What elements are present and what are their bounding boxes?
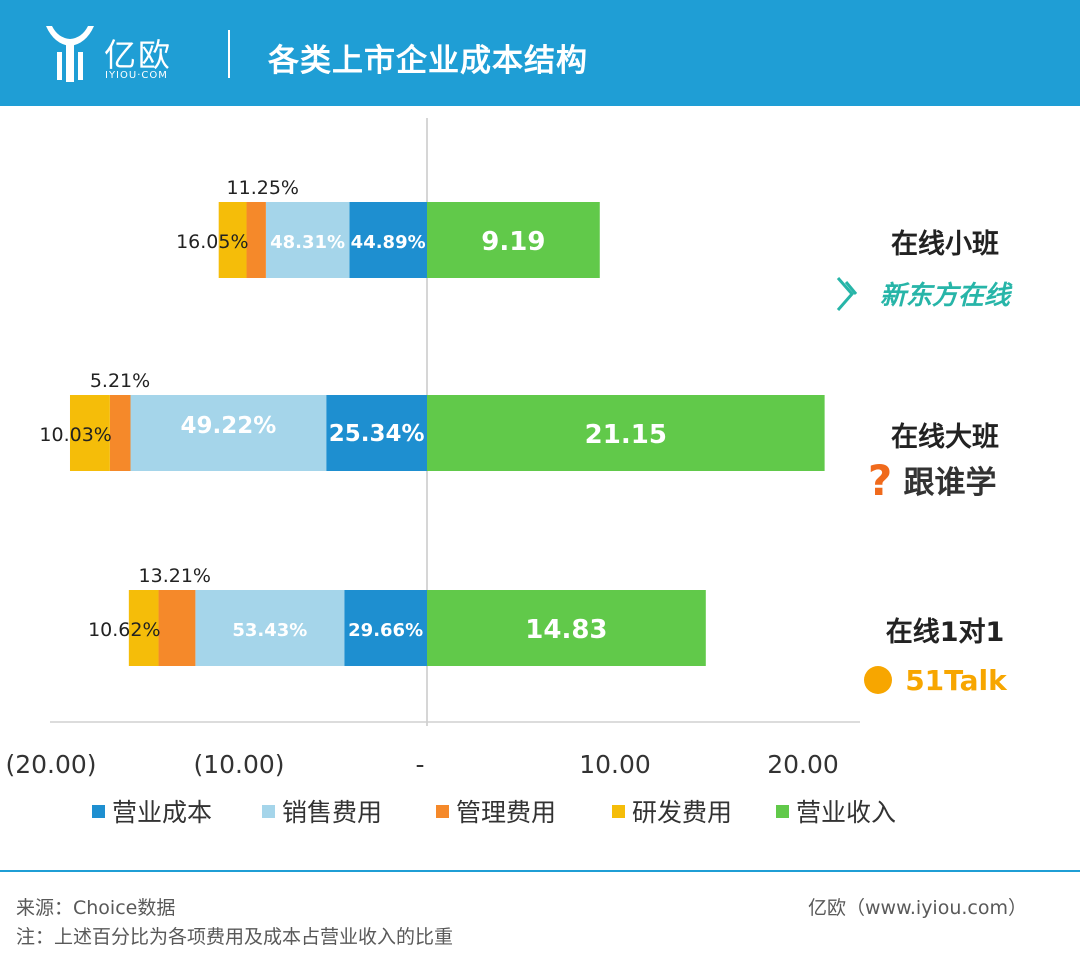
bar-revenue [427,395,825,471]
legend-swatch [436,805,449,818]
legend-swatch [612,805,625,818]
footnote: 注：上述百分比为各项费用及成本占营业收入的比重 [16,926,454,948]
legend-swatch [262,805,275,818]
category-label: 在线小班 [891,229,999,260]
label-revenue: 14.83 [525,615,607,645]
bar-rnd [128,590,159,666]
brand-logo-icon [864,666,892,694]
bar-mgmt [246,202,266,278]
label-rnd: 10.62% [88,619,160,641]
label-cost: 44.89% [351,232,426,253]
brand-name: 跟谁学 [904,465,997,501]
footer-divider [0,870,1080,872]
bar-selling [130,395,327,471]
label-rnd: 16.05% [176,231,248,253]
header-banner: 亿欧 IYIOU·COM 各类上市企业成本结构 [0,0,1080,106]
x-tick-label: (20.00) [5,750,96,779]
label-rnd: 10.03% [39,424,111,446]
x-tick-label: - [415,750,424,779]
legend-label: 营业成本 [112,798,212,827]
label-selling: 53.43% [232,620,307,641]
label-cost: 29.66% [348,620,423,641]
label-mgmt: 13.21% [139,565,211,587]
legend-label: 营业收入 [796,798,896,827]
legend-label: 研发费用 [632,798,732,827]
bar-mgmt [109,395,131,471]
category-label: 在线大班 [891,422,999,453]
x-tick-label: 10.00 [579,750,651,779]
category-label: 在线1对1 [886,617,1005,648]
label-selling: 49.22% [180,413,276,439]
legend-label: 管理费用 [456,798,556,827]
label-cost: 25.34% [329,421,425,447]
bar-selling [195,590,345,666]
legend-swatch [92,805,105,818]
label-revenue: 9.19 [481,227,545,257]
bar-revenue [427,202,600,278]
brand-question-icon: ? [868,456,892,505]
label-selling: 48.31% [270,232,345,253]
header-divider [228,30,230,78]
bar-revenue [427,590,706,666]
bar-cost [349,202,427,278]
bar-cost [326,395,427,471]
label-revenue: 21.15 [585,420,667,450]
logo-text: 亿欧 [104,36,173,74]
bar-rnd [69,395,110,471]
bar-rnd [218,202,247,278]
source-note: 来源：Choice数据 [16,897,176,919]
label-mgmt: 11.25% [227,177,299,199]
bar-selling [265,202,350,278]
label-mgmt: 5.21% [90,370,150,392]
brand-name: 新东方在线 [880,281,1013,311]
iyiou-logo-icon [46,26,94,82]
legend-swatch [776,805,789,818]
bar-cost [344,590,427,666]
page-title: 各类上市企业成本结构 [268,43,588,79]
x-tick-label: 20.00 [767,750,839,779]
bar-mgmt [158,590,196,666]
credit-text: 亿欧（www.iyiou.com） [808,897,1028,919]
x-tick-label: (10.00) [193,750,284,779]
legend-label: 销售费用 [282,798,382,827]
brand-name: 51Talk [905,664,1008,697]
brand-logo-icon [836,277,858,311]
logo-subtext: IYIOU·COM [105,70,168,81]
